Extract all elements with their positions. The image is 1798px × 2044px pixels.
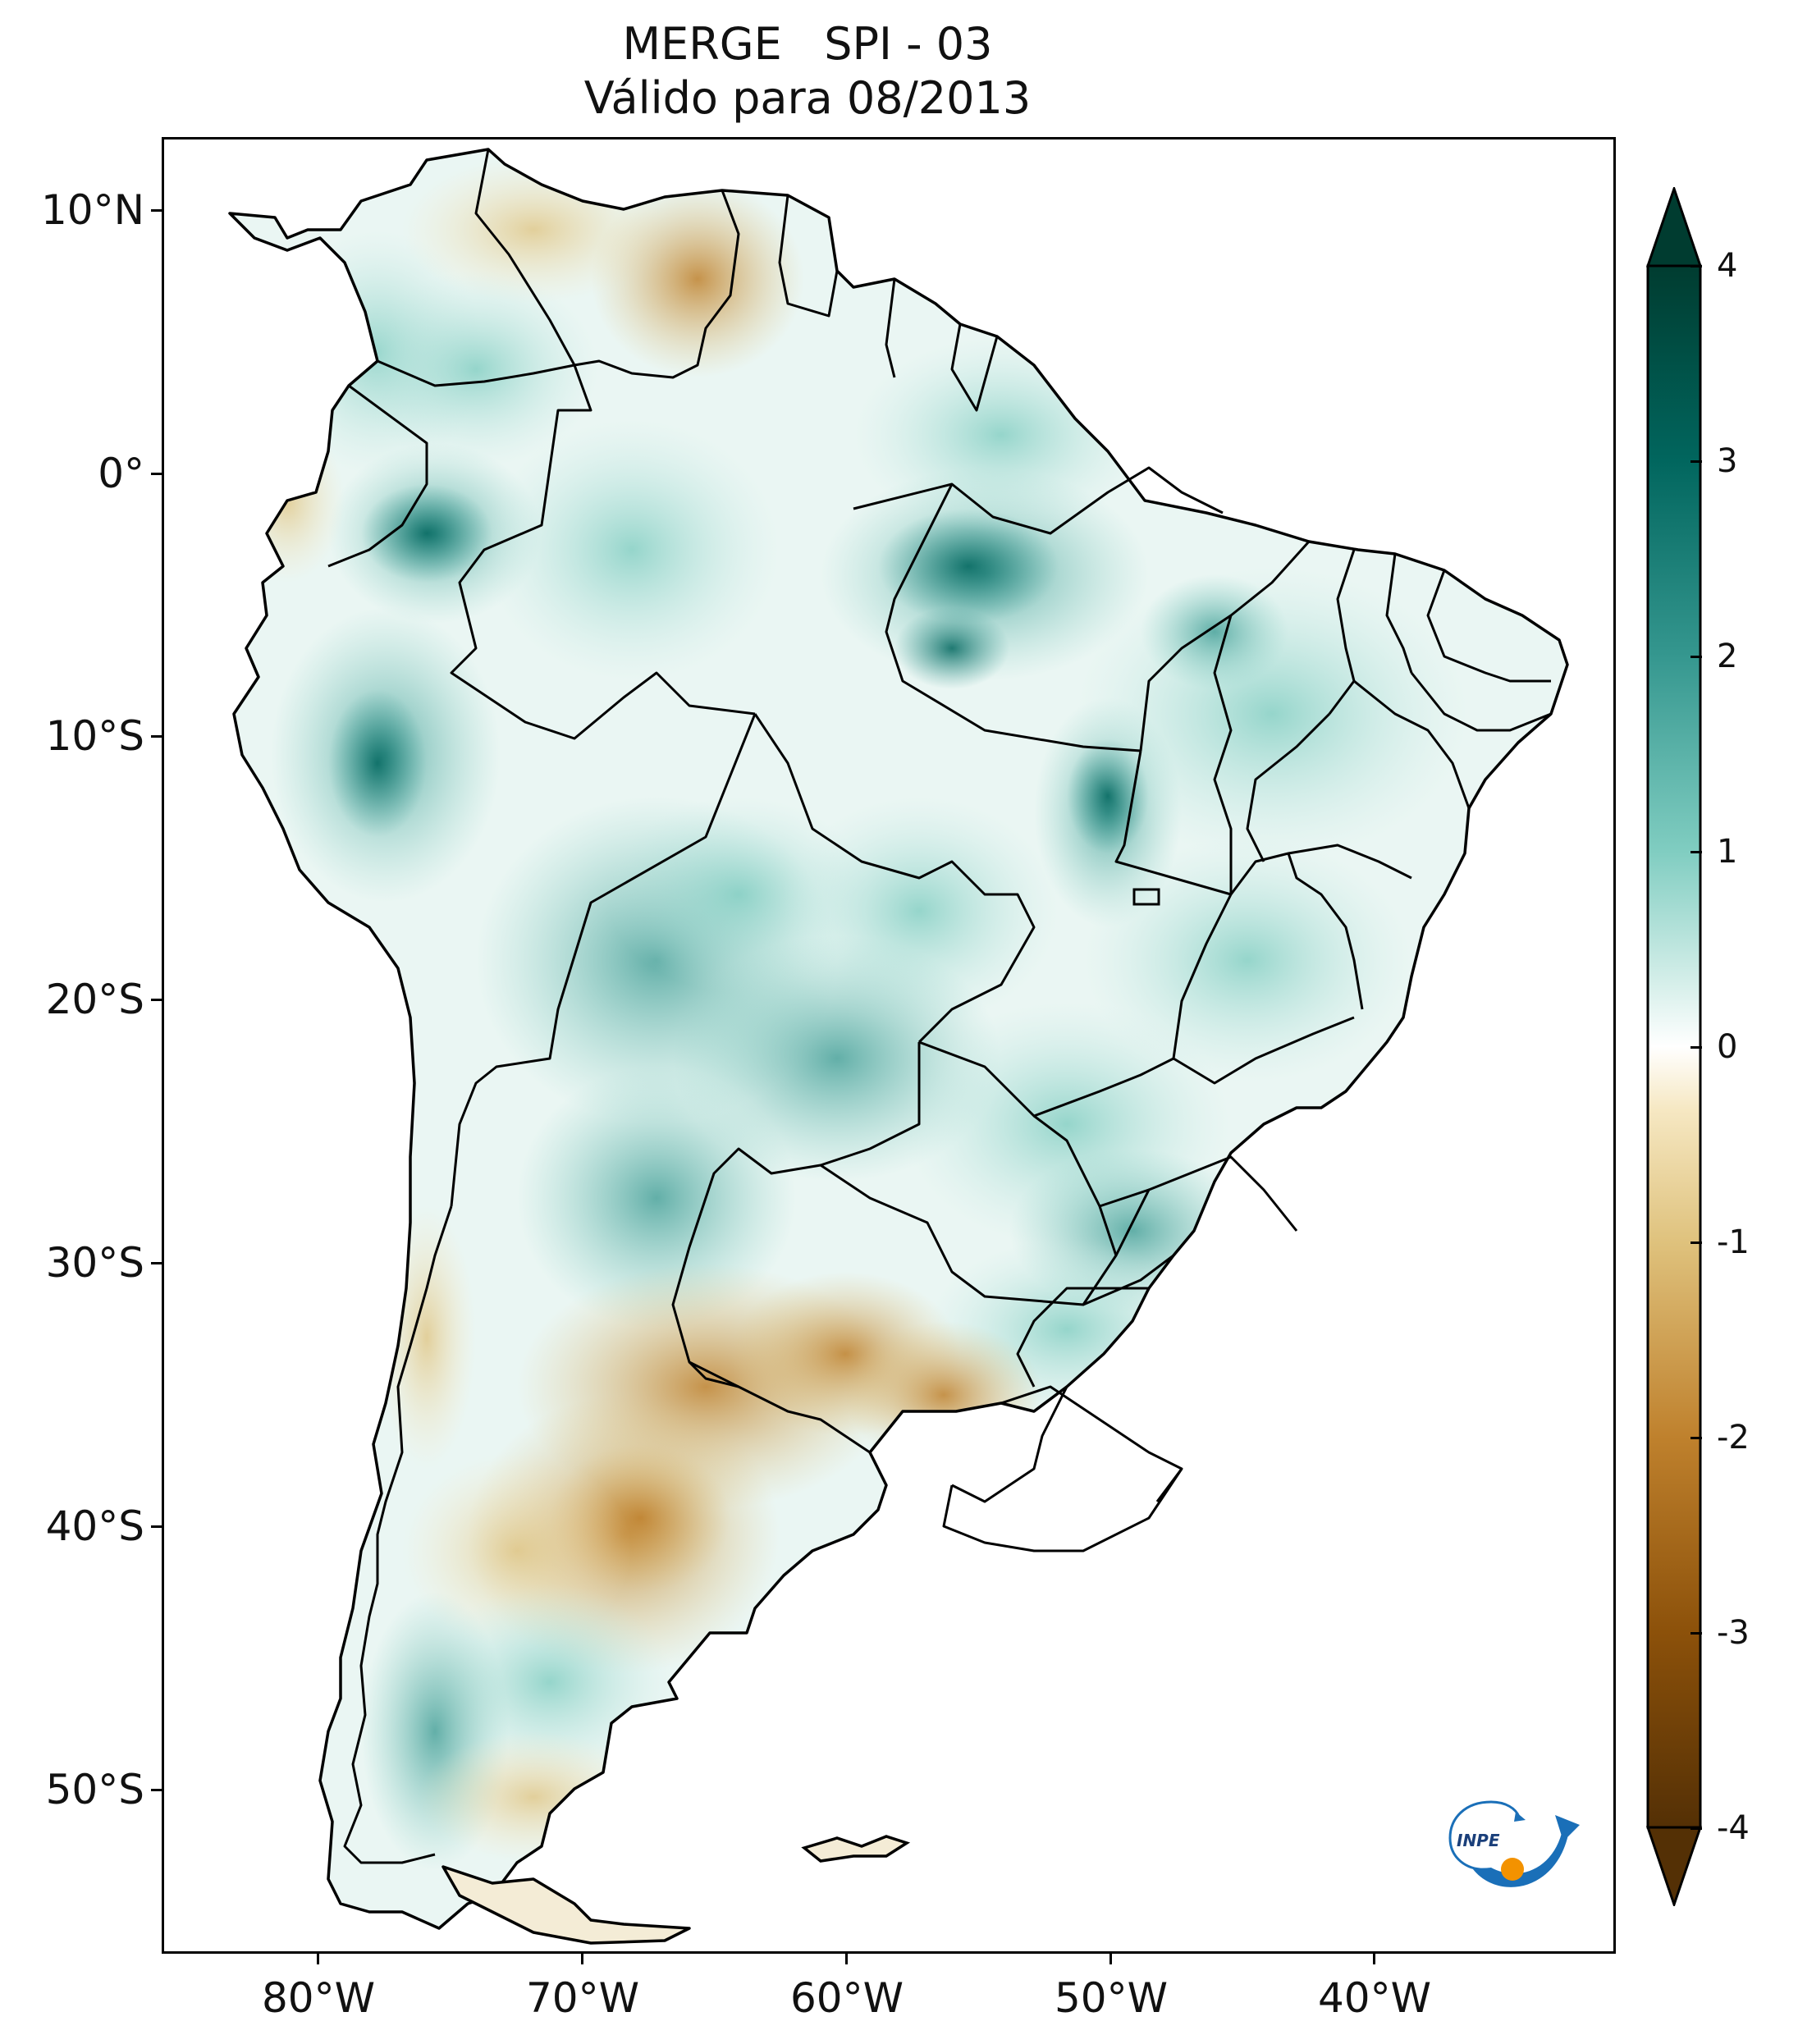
inpe-logo-text: INPE	[1457, 1831, 1500, 1850]
colorbar-label: -2	[1717, 1419, 1750, 1456]
map-panel	[162, 137, 1616, 1954]
lon-label-40w: 40°W	[1317, 1974, 1432, 2022]
lat-label-10n: 10°N	[40, 186, 144, 234]
coastline	[228, 148, 1569, 1930]
lat-label-20s: 20°S	[45, 976, 144, 1023]
colorbar-label: 2	[1717, 638, 1738, 675]
political-borders	[327, 149, 1552, 1864]
colorbar-label: 4	[1717, 247, 1738, 285]
lat-label-50s: 50°S	[45, 1766, 144, 1813]
inpe-logo: INPE	[1448, 1800, 1580, 1887]
falkland-islands	[801, 1835, 911, 1863]
colorbar-label: 0	[1717, 1028, 1738, 1066]
colorbar-label: -1	[1717, 1223, 1750, 1261]
federal-district	[1132, 888, 1160, 906]
lat-label-30s: 30°S	[45, 1239, 144, 1287]
lon-label-80w: 80°W	[261, 1974, 376, 2022]
colorbar-min-arrow	[1646, 1826, 1702, 1906]
colorbar-label: 3	[1717, 442, 1738, 480]
lat-label-0: 0°	[98, 450, 144, 497]
colorbar-label: -4	[1717, 1809, 1750, 1847]
tierra-del-fuego	[441, 1865, 691, 1945]
lat-label-10s: 10°S	[45, 712, 144, 760]
lat-label-40s: 40°S	[45, 1502, 144, 1550]
south-america-map	[228, 148, 1569, 1945]
chart-subtitle: Válido para 08/2013	[583, 72, 1032, 124]
lon-label-50w: 50°W	[1054, 1974, 1169, 2022]
lon-label-70w: 70°W	[525, 1974, 640, 2022]
colorbar-label: 1	[1717, 833, 1738, 871]
colorbar-max-arrow	[1646, 187, 1702, 268]
lon-label-60w: 60°W	[789, 1974, 904, 2022]
chart-title: MERGE SPI - 03	[622, 18, 993, 70]
colorbar-label: -3	[1717, 1614, 1750, 1652]
